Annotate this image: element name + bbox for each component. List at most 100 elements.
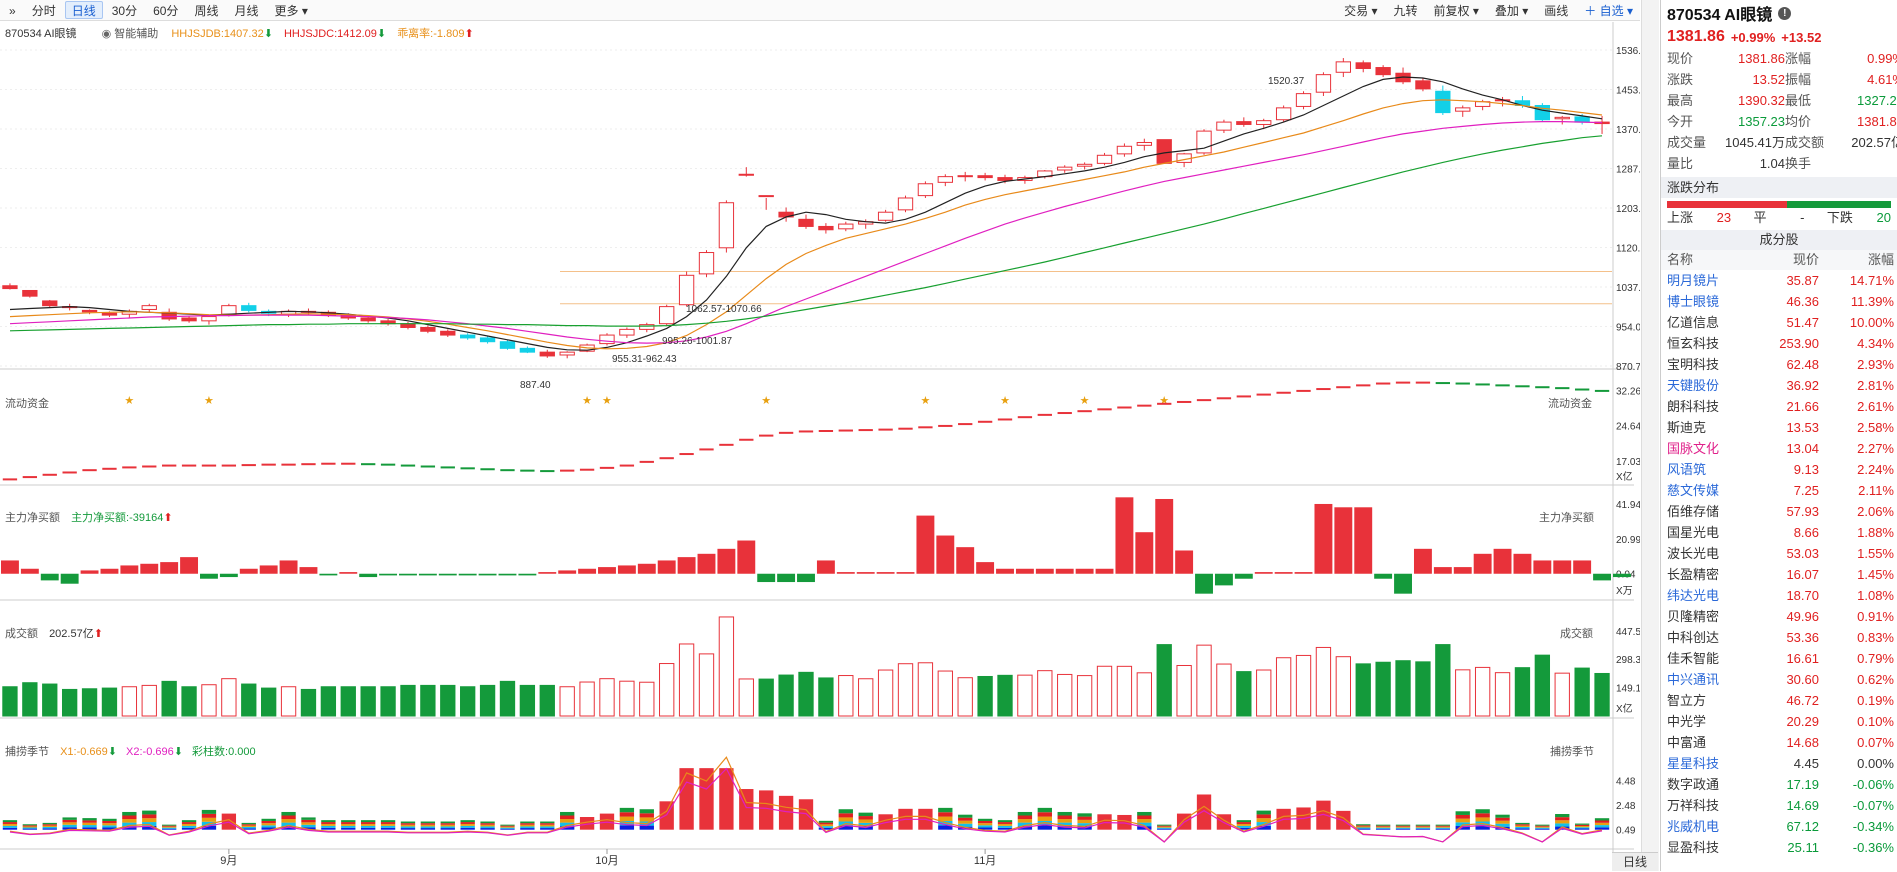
comp-name: 朗科科技: [1667, 399, 1720, 414]
volume-bar: [1295, 654, 1312, 717]
comp-row[interactable]: 朗科科技 21.66 2.61%: [1661, 396, 1897, 417]
season-bar: [1196, 794, 1212, 830]
annotation-label: 995.26-1001.87: [662, 336, 733, 347]
comp-name: 显盈科技: [1667, 840, 1720, 855]
y-tick-label: 1536.98: [1616, 46, 1640, 57]
season-stack: [1515, 825, 1530, 827]
comp-row[interactable]: 风语筑 9.13 2.24%: [1661, 459, 1897, 480]
ind-hhjsjdb: HHJSJDB:1407.32: [171, 28, 264, 40]
col-price[interactable]: 现价: [1792, 252, 1819, 267]
tab-daily[interactable]: 日线: [64, 1, 103, 19]
comp-row[interactable]: 明月镜片 35.87 14.71%: [1661, 270, 1897, 291]
add-watchlist-button[interactable]: ＋ 自选 ▾: [1584, 4, 1633, 18]
draw-button[interactable]: 画线: [1544, 4, 1569, 18]
comp-price: 14.69: [1786, 798, 1819, 813]
scrollbar[interactable]: [1641, 0, 1659, 871]
y-tick-label: 298.36: [1616, 655, 1640, 666]
comp-price: 7.25: [1793, 483, 1819, 498]
comp-row[interactable]: 显盈科技 25.11 -0.36%: [1661, 837, 1897, 858]
season-stack: [102, 825, 117, 828]
volume-bar: [1455, 669, 1471, 717]
comp-row[interactable]: 斯迪克 13.53 2.58%: [1661, 417, 1897, 438]
assist-icon[interactable]: ◉: [101, 28, 112, 40]
tab-30min[interactable]: 30分: [111, 4, 138, 18]
net-bar: [976, 562, 995, 574]
comp-row[interactable]: 国脉文化 13.04 2.27%: [1661, 438, 1897, 459]
comp-row[interactable]: 博士眼镜 46.36 11.39%: [1661, 291, 1897, 312]
comp-row[interactable]: 波长光电 53.03 1.55%: [1661, 543, 1897, 564]
comp-row[interactable]: 万祥科技 14.69 -0.07%: [1661, 795, 1897, 816]
season-stack: [1395, 824, 1411, 826]
overlay-label: 叠加: [1494, 4, 1519, 18]
comp-row[interactable]: 数字政通 17.19 -0.06%: [1661, 774, 1897, 795]
col-name[interactable]: 名称: [1667, 252, 1694, 267]
comp-row[interactable]: 中光学 20.29 0.10%: [1661, 711, 1897, 732]
season-stack: [1415, 824, 1431, 826]
season-stack: [22, 825, 38, 827]
comp-row[interactable]: 慈文传媒 7.25 2.11%: [1661, 480, 1897, 501]
quote-grid: 现价1381.86涨幅0.99%涨跌13.52振幅4.61%最高1390.32最…: [1661, 48, 1897, 174]
tab-weekly[interactable]: 周线: [194, 4, 219, 18]
season-stack: [440, 826, 455, 829]
tab-60min[interactable]: 60分: [153, 4, 179, 18]
comp-row[interactable]: 长盈精密 16.07 1.45%: [1661, 564, 1897, 585]
comp-row[interactable]: 天键股份 36.92 2.81%: [1661, 375, 1897, 396]
candle-body: [201, 316, 217, 322]
tab-intraday[interactable]: 分时: [31, 4, 56, 18]
info-icon[interactable]: !: [1778, 6, 1792, 20]
volume-bar: [1574, 667, 1590, 717]
candle-body: [221, 305, 237, 315]
comp-row[interactable]: 国星光电 8.66 1.88%: [1661, 522, 1897, 543]
comp-row[interactable]: 贝隆精密 49.96 0.91%: [1661, 606, 1897, 627]
comp-row[interactable]: 兆威机电 67.12 -0.34%: [1661, 816, 1897, 837]
assist-label[interactable]: 智能辅助: [114, 28, 159, 40]
comp-row[interactable]: 亿道信息 51.47 10.00%: [1661, 312, 1897, 333]
overlay-button[interactable]: 叠加 ▾: [1494, 4, 1529, 18]
tab-monthly[interactable]: 月线: [234, 4, 259, 18]
comp-price: 46.72: [1786, 693, 1819, 708]
comp-row[interactable]: 中兴通讯 30.60 0.62%: [1661, 669, 1897, 690]
adjust-button[interactable]: 前复权 ▾: [1433, 4, 1479, 18]
season-stack: [261, 820, 276, 824]
season-stack: [341, 827, 356, 830]
col-pct[interactable]: 涨幅: [1867, 252, 1894, 267]
season-stack: [1415, 828, 1431, 830]
expand-icon[interactable]: »: [9, 4, 16, 18]
net-bar: [1254, 572, 1273, 574]
season-stack: [540, 828, 555, 830]
trade-button[interactable]: 交易 ▾: [1344, 4, 1378, 18]
season-stack: [997, 825, 1013, 828]
net-bar: [1095, 568, 1114, 574]
comp-row[interactable]: 智立方 46.72 0.19%: [1661, 690, 1897, 711]
y-tick-label: 447.54: [1616, 627, 1640, 638]
comp-pct: 1.08%: [1857, 588, 1894, 603]
volume-bar: [320, 686, 337, 717]
net-bar: [80, 570, 99, 574]
candle-body: [1156, 139, 1172, 164]
season-stack: [420, 824, 436, 827]
season-stack: [321, 822, 336, 824]
comp-row[interactable]: 中科创达 53.36 0.83%: [1661, 627, 1897, 648]
tab-more[interactable]: 更多 ▾: [274, 4, 308, 18]
comp-name: 佰维存储: [1667, 504, 1720, 519]
season-stack: [818, 824, 834, 827]
chart-area[interactable]: 1536.98 1453.70 1370.43 1287.16 1203.89 1120.…: [0, 22, 1640, 871]
volume-bar: [997, 674, 1013, 717]
comp-row[interactable]: 恒玄科技 253.90 4.34%: [1661, 333, 1897, 354]
comp-pct: 1.55%: [1857, 546, 1894, 561]
bottom-tab-daily[interactable]: 日线: [1612, 852, 1658, 871]
volume-bar: [280, 686, 297, 717]
comp-price: 49.96: [1786, 609, 1819, 624]
net-bar: [1433, 567, 1452, 574]
comp-row[interactable]: 星星科技 4.45 0.00%: [1661, 753, 1897, 774]
comp-row[interactable]: 宝明科技 62.48 2.93%: [1661, 354, 1897, 375]
chart-canvas[interactable]: 1536.98 1453.70 1370.43 1287.16 1203.89 1120.…: [0, 22, 1640, 871]
comp-row[interactable]: 中富通 14.68 0.07%: [1661, 732, 1897, 753]
net-bar: [60, 573, 79, 584]
candle-body: [718, 202, 735, 249]
comp-row[interactable]: 佰维存储 57.93 2.06%: [1661, 501, 1897, 522]
comp-row[interactable]: 纬达光电 18.70 1.08%: [1661, 585, 1897, 606]
dist-flat-label: 平: [1753, 210, 1767, 225]
nine-turn-button[interactable]: 九转: [1393, 4, 1418, 18]
comp-row[interactable]: 佳禾智能 16.61 0.79%: [1661, 648, 1897, 669]
